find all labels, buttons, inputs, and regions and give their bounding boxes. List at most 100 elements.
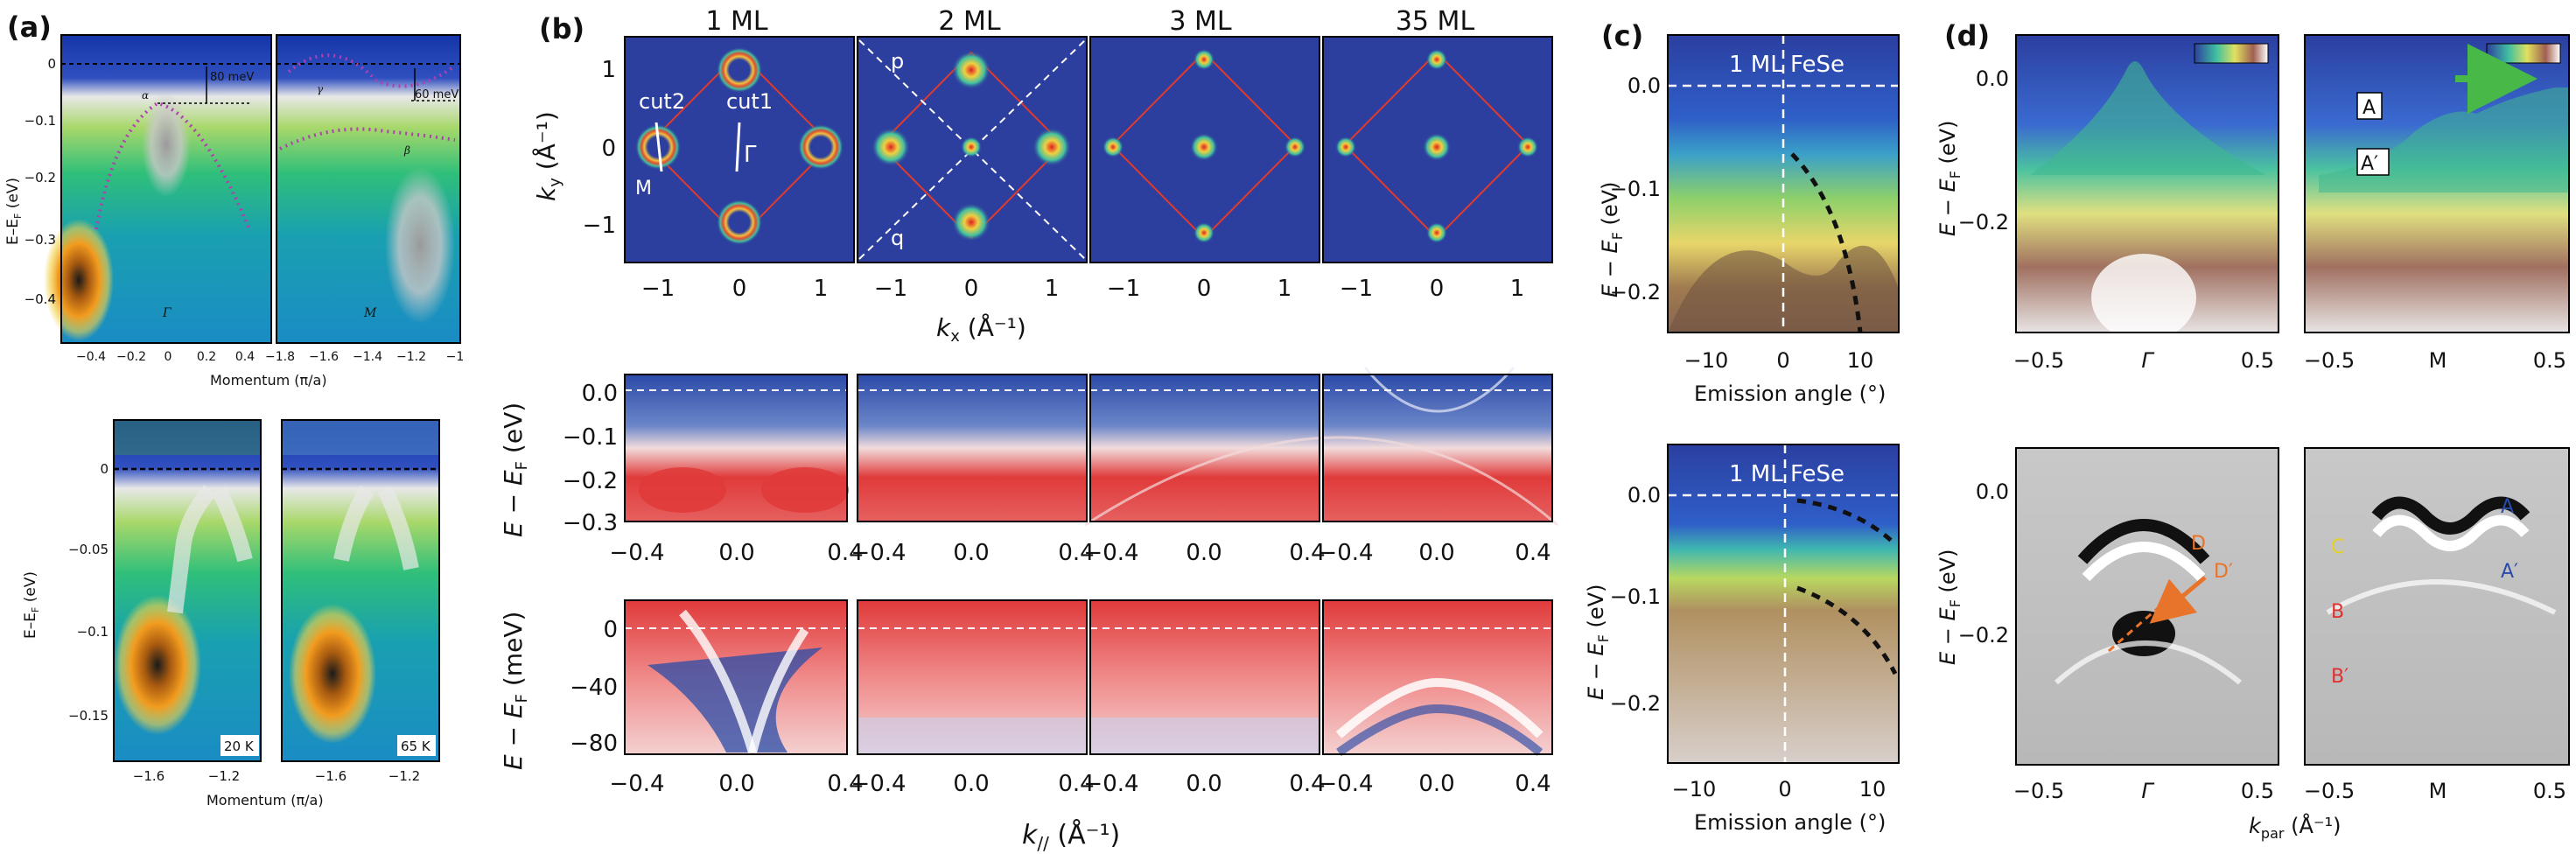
pocket <box>1426 222 1447 243</box>
bright-spot <box>2091 254 2196 341</box>
band-2ml <box>858 374 1087 522</box>
x-tick: 0.5 <box>2533 348 2566 373</box>
m-point-label: M <box>635 178 652 200</box>
label-b: B <box>2331 601 2344 623</box>
band-arc <box>1335 677 1544 738</box>
frame <box>276 34 461 344</box>
y-tick: −40 <box>570 675 618 701</box>
x-tick: 0.0 <box>1186 540 1222 566</box>
cut2-line <box>654 122 663 172</box>
panel-a-bottom-xlabel: Momentum (π/a) <box>206 792 324 808</box>
frame <box>2015 447 2279 766</box>
y-tick: −0.1 <box>1610 584 1661 609</box>
frame <box>2304 447 2570 766</box>
panel-a-top-ylabel: E–EF (eV) <box>4 178 24 245</box>
band-arc <box>1363 367 1516 413</box>
center-pocket <box>961 136 982 158</box>
label-d: D <box>2191 533 2206 555</box>
band-x-shape <box>333 486 419 570</box>
y-tick: −0.2 <box>1958 210 2009 234</box>
x-tick: −1.6 <box>309 350 339 364</box>
y-tick: 0 <box>47 56 56 72</box>
pocket <box>1194 49 1214 70</box>
row2-yticks: 0.0 −0.1 −0.2 −0.3 <box>563 381 618 536</box>
dispersion-fit-upper <box>1796 498 1895 544</box>
x-tick: −1 <box>446 350 465 364</box>
x-tick: −0.4 <box>76 350 106 364</box>
x-tick: 0.0 <box>953 540 989 566</box>
noise-band <box>114 420 261 455</box>
panel-d-bottom-m: A A′ C B B′ <box>2304 447 2570 766</box>
band-shape <box>2030 61 2266 175</box>
y-tick: −0.2 <box>563 468 618 494</box>
frame <box>113 419 262 762</box>
label-a2-top: A′ <box>2361 153 2378 175</box>
pocket <box>1194 222 1214 243</box>
band-arc <box>1336 704 1544 757</box>
x-tick: −1 <box>874 276 907 302</box>
x-tick: 1 <box>1510 276 1525 302</box>
x-tick: −0.5 <box>2013 779 2064 803</box>
x-tick: 0 <box>964 276 979 302</box>
panel-a-letter: (a) <box>7 10 52 44</box>
band-feature <box>639 467 726 513</box>
dark-spot <box>2112 611 2175 656</box>
y-tick: −0.3 <box>24 232 56 248</box>
y-tick: 1 <box>601 57 616 83</box>
annotation-80mev: 80 meV <box>210 71 254 84</box>
x-tick: 10 <box>1859 777 1886 802</box>
grey-intensity-blob <box>142 92 191 197</box>
second-derivative-m <box>2305 448 2569 765</box>
orange-intensity-blob <box>114 595 201 735</box>
fermi-surface-3ml <box>1089 36 1320 263</box>
band-line <box>679 609 757 754</box>
frame <box>624 36 855 263</box>
y-tick: 0.0 <box>1628 483 1661 508</box>
y-tick: −0.1 <box>24 113 56 129</box>
x-tick: 1 <box>1278 276 1292 302</box>
x-tick: −0.4 <box>609 540 664 566</box>
y-tick: −0.15 <box>68 708 108 724</box>
panel-d-top-m: A A′ <box>2304 34 2570 333</box>
x-tick: −0.4 <box>850 540 906 566</box>
second-derivative-gamma <box>2016 448 2278 765</box>
x-tick: 0.2 <box>197 350 216 364</box>
row3-xticks: −0.4 0.0 0.4 −0.4 0.0 0.4 −0.4 0.0 0.4 −… <box>609 771 1550 797</box>
y-tick: 0.0 <box>1628 74 1661 98</box>
pocket <box>1102 136 1124 158</box>
gamma-point-label: Γ <box>744 142 757 168</box>
x-tick: −0.4 <box>1318 771 1373 797</box>
x-tick: −0.4 <box>850 771 906 797</box>
panel-a-20k-plot: 20 K <box>113 419 262 762</box>
x-tick: 0.4 <box>1289 540 1325 566</box>
cut1-label: cut1 <box>726 89 773 114</box>
sample-label-bottom: 1 ML FeSe <box>1729 461 1844 487</box>
panel-c-bottom-ylabel: E − EF (eV) <box>1584 584 1612 700</box>
electron-pocket <box>717 200 762 245</box>
y-tick: −0.1 <box>563 424 618 451</box>
arpes-c-bottom <box>1668 444 1899 763</box>
x-tick: −1 <box>1107 276 1140 302</box>
title-3ml: 3 ML <box>1169 6 1232 37</box>
label-a2-bottom: A′ <box>2501 561 2518 583</box>
center-pocket <box>1190 133 1218 161</box>
label-c: C <box>2331 536 2344 558</box>
x-tick: 0.4 <box>1058 771 1094 797</box>
panel-a: (a) 80 meV α Γ 60 meV γ β <box>4 10 464 808</box>
panel-d-bottom-gamma: D D′ <box>2015 447 2279 766</box>
pocket <box>952 203 990 242</box>
blue-bottom <box>858 718 1087 754</box>
band-dark <box>2371 496 2530 535</box>
dispersion-fit-lower <box>1796 585 1898 676</box>
panel-c-top-xticks: −10 0 10 <box>1684 348 1874 373</box>
x-tick: −0.5 <box>2304 348 2355 373</box>
panel-d-bottom-xticks: −0.5 Γ 0.5 −0.5 M 0.5 <box>2013 779 2566 803</box>
fermi-surface-35ml <box>1322 36 1553 263</box>
temperature-65k: 65 K <box>401 738 431 754</box>
frames <box>624 374 1553 522</box>
band-faint <box>2054 640 2242 685</box>
x-tick: −0.2 <box>116 350 146 364</box>
x-tick: 0.4 <box>827 771 863 797</box>
m-point-label: M <box>363 306 377 320</box>
